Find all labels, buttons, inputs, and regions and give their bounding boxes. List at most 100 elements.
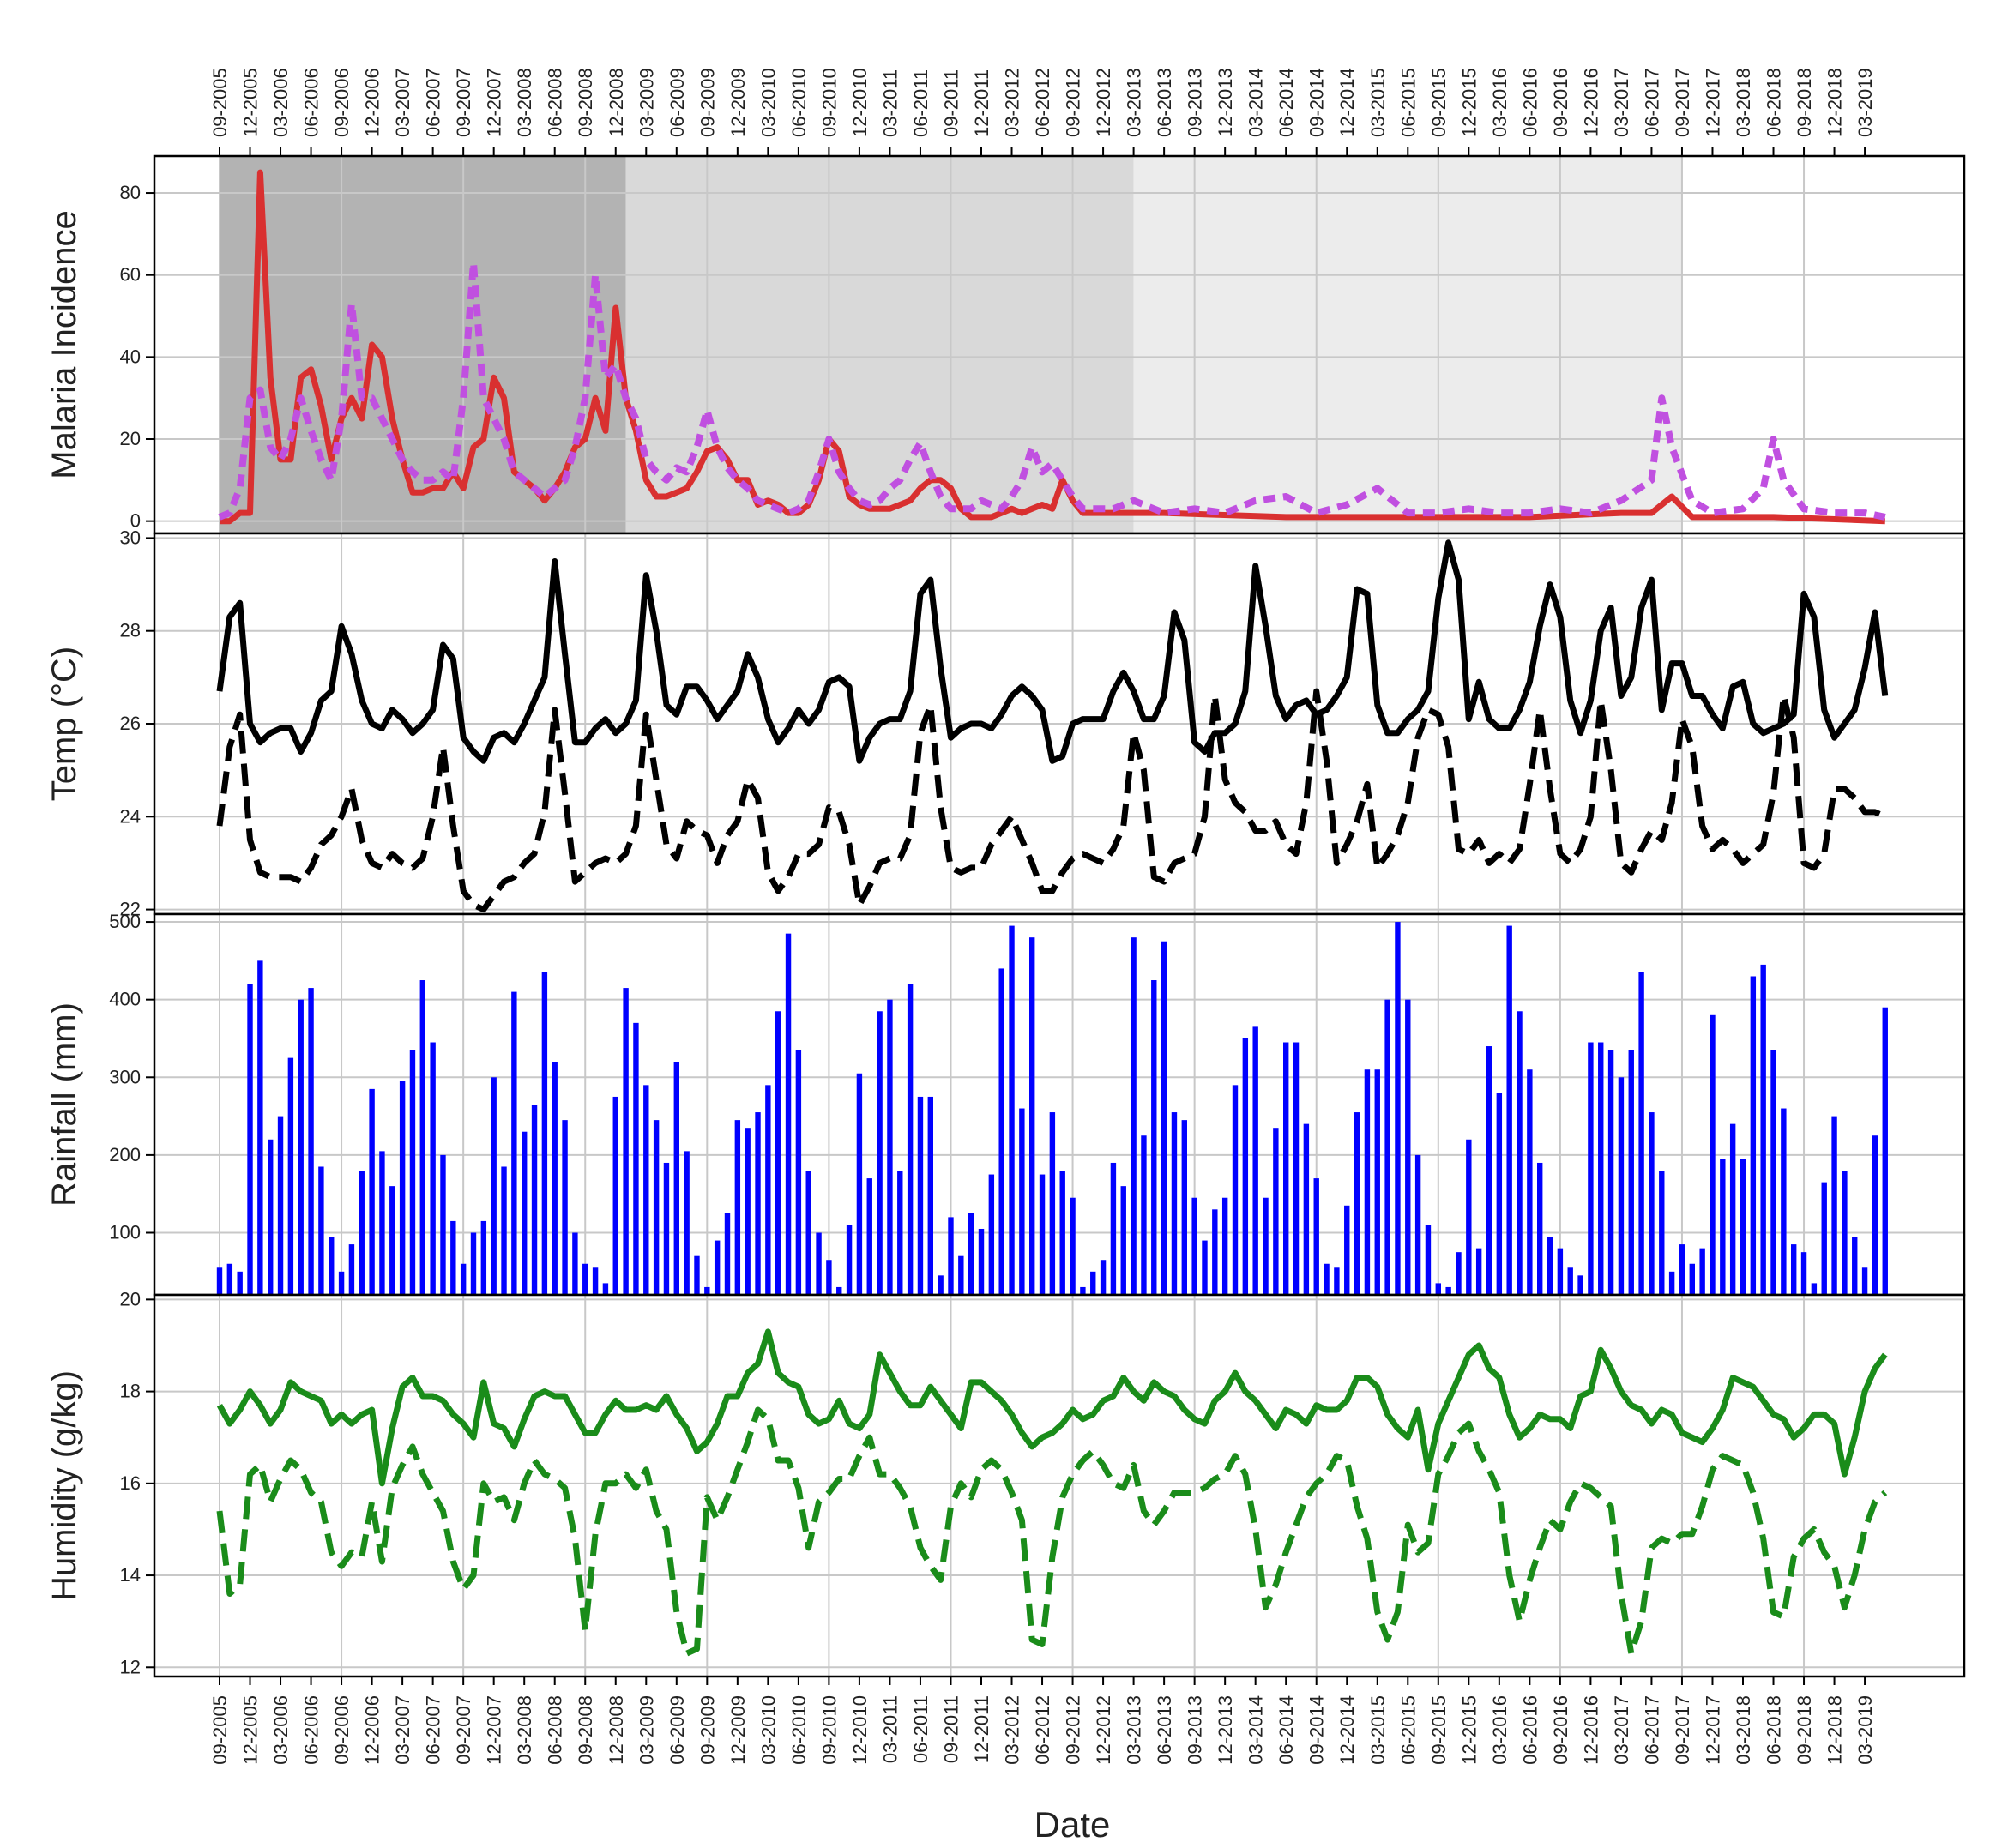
bar-2012-11 [1090,1271,1096,1295]
bar-2013-04 [1141,1135,1147,1295]
x-tick-label-top: 09-2014 [1306,68,1328,137]
x-tick-label-top: 12-2013 [1215,68,1236,137]
grid [154,533,1964,914]
bar-2013-03 [1131,937,1137,1295]
x-tick-label-top: 12-2010 [849,68,871,137]
bar-2011-04 [897,1171,903,1295]
bar-2018-05 [1760,964,1766,1295]
x-tick-label-bottom: 06-2011 [910,1695,932,1763]
x-tick-label-bottom: 09-2006 [331,1695,353,1765]
x-tick-label-bottom: 12-2011 [971,1695,992,1763]
x-tick-label-bottom: 06-2010 [788,1695,810,1765]
bar-2014-02 [1242,1038,1249,1295]
x-tick-label-bottom: 03-2015 [1367,1695,1389,1765]
y-tick-label: 0 [130,510,141,532]
y-tick-label: 200 [109,1144,141,1165]
x-tick-label-bottom: 06-2007 [423,1695,444,1765]
bar-2018-07 [1781,1108,1787,1295]
x-tick-label-bottom: 06-2015 [1397,1695,1419,1765]
y-tick-label: 30 [120,527,141,548]
bar-2011-07 [927,1096,933,1295]
y-tick-label: 12 [120,1656,141,1677]
x-tick-label-bottom: 12-2007 [484,1695,505,1765]
bar-2017-03 [1618,1077,1625,1295]
bar-2007-05 [419,980,425,1295]
x-tick-label-bottom: 12-2013 [1215,1695,1236,1765]
y-tick-label: 20 [120,428,141,449]
bar-2008-02 [511,991,517,1295]
bar-2006-11 [359,1171,365,1295]
bar-2014-10 [1324,1263,1330,1295]
bar-2010-10 [836,1286,842,1295]
x-tick-label-bottom: 03-2006 [270,1695,292,1765]
bar-2015-04 [1384,999,1390,1295]
bar-2011-05 [907,984,914,1295]
malaria-series-2-line [218,259,1886,521]
bar-2006-12 [369,1088,375,1295]
bar-2008-04 [531,1105,538,1295]
x-tick-label-top: 09-2005 [209,68,231,137]
x-tick-label-bottom: 06-2018 [1764,1695,1785,1765]
x-tick-label-bottom: 06-2013 [1154,1695,1175,1765]
x-tick-label-top: 03-2009 [636,68,657,137]
bar-2006-08 [329,1237,335,1295]
x-tick-label-top: 03-2011 [879,69,901,137]
bar-2018-03 [1740,1159,1746,1295]
bar-2007-04 [409,1050,416,1295]
x-tick-label-bottom: 03-2008 [514,1695,535,1765]
y-tick-label: 24 [120,805,141,827]
bar-2006-05 [298,999,304,1295]
bar-2017-08 [1668,1271,1675,1295]
x-tick-label-top: 06-2017 [1641,68,1662,137]
x-tick-label-bottom: 06-2009 [666,1695,688,1765]
bar-2014-06 [1283,1042,1289,1295]
bar-2007-09 [460,1263,467,1295]
bar-2006-03 [277,1116,284,1295]
bar-2009-06 [673,1062,679,1295]
x-tick-label-top: 12-2016 [1580,68,1601,137]
x-tick-label-bottom: 03-2011 [879,1695,901,1763]
x-tick-label-bottom: 03-2010 [757,1695,779,1765]
x-tick-label-top: 09-2006 [331,68,353,137]
bar-2008-01 [501,1166,507,1295]
y-axis-temp: 22 24 26 28 30 [120,527,154,920]
bar-2018-08 [1791,1244,1797,1295]
temp-series-2-line [216,688,1887,913]
x-tick-label-top: 06-2010 [788,68,810,137]
bar-2016-12 [1588,1042,1594,1295]
bar-2018-10 [1811,1283,1818,1295]
x-tick-label-bottom: 03-2007 [392,1695,413,1765]
x-tick-label-top: 03-2015 [1367,68,1389,137]
rainfall-bars [216,922,1888,1295]
bar-2011-02 [877,1011,883,1295]
panel-temp: 22 24 26 28 30 Temp (°C) [45,527,1966,920]
bar-2015-01 [1354,1112,1360,1295]
x-tick-label-bottom: 06-2017 [1641,1695,1662,1765]
y-axis-malaria: 0 20 40 60 80 [120,182,154,532]
panel-frame [153,1293,1966,1678]
bar-2007-10 [470,1232,477,1295]
y-tick-label: 100 [109,1222,141,1243]
bar-2019-02 [1852,1237,1858,1295]
x-tick-label-top: 06-2016 [1519,68,1541,137]
bar-2018-01 [1720,1159,1726,1295]
bar-2013-07 [1171,1112,1178,1295]
bar-2015-05 [1395,922,1401,1295]
bar-2009-07 [684,1151,690,1295]
bar-2012-09 [1070,1197,1076,1295]
x-tick-label-top: 03-2017 [1611,68,1632,137]
bar-2017-09 [1679,1244,1685,1295]
x-tick-label-bottom: 09-2008 [575,1695,596,1765]
x-tick-label-top: 03-2018 [1733,68,1754,137]
x-tick-label-bottom: 12-2014 [1336,1695,1358,1765]
bar-2006-04 [287,1057,294,1295]
y-tick-label: 400 [109,989,141,1010]
bar-2019-05 [1882,1007,1888,1295]
grid [154,156,1964,533]
y-tick-label: 16 [120,1472,141,1494]
x-tick-label-top: 12-2018 [1824,68,1846,137]
bar-2019-03 [1861,1267,1868,1295]
bar-2009-10 [714,1240,721,1295]
x-tick-label-bottom: 09-2015 [1428,1695,1450,1765]
bar-2019-04 [1872,1135,1878,1295]
